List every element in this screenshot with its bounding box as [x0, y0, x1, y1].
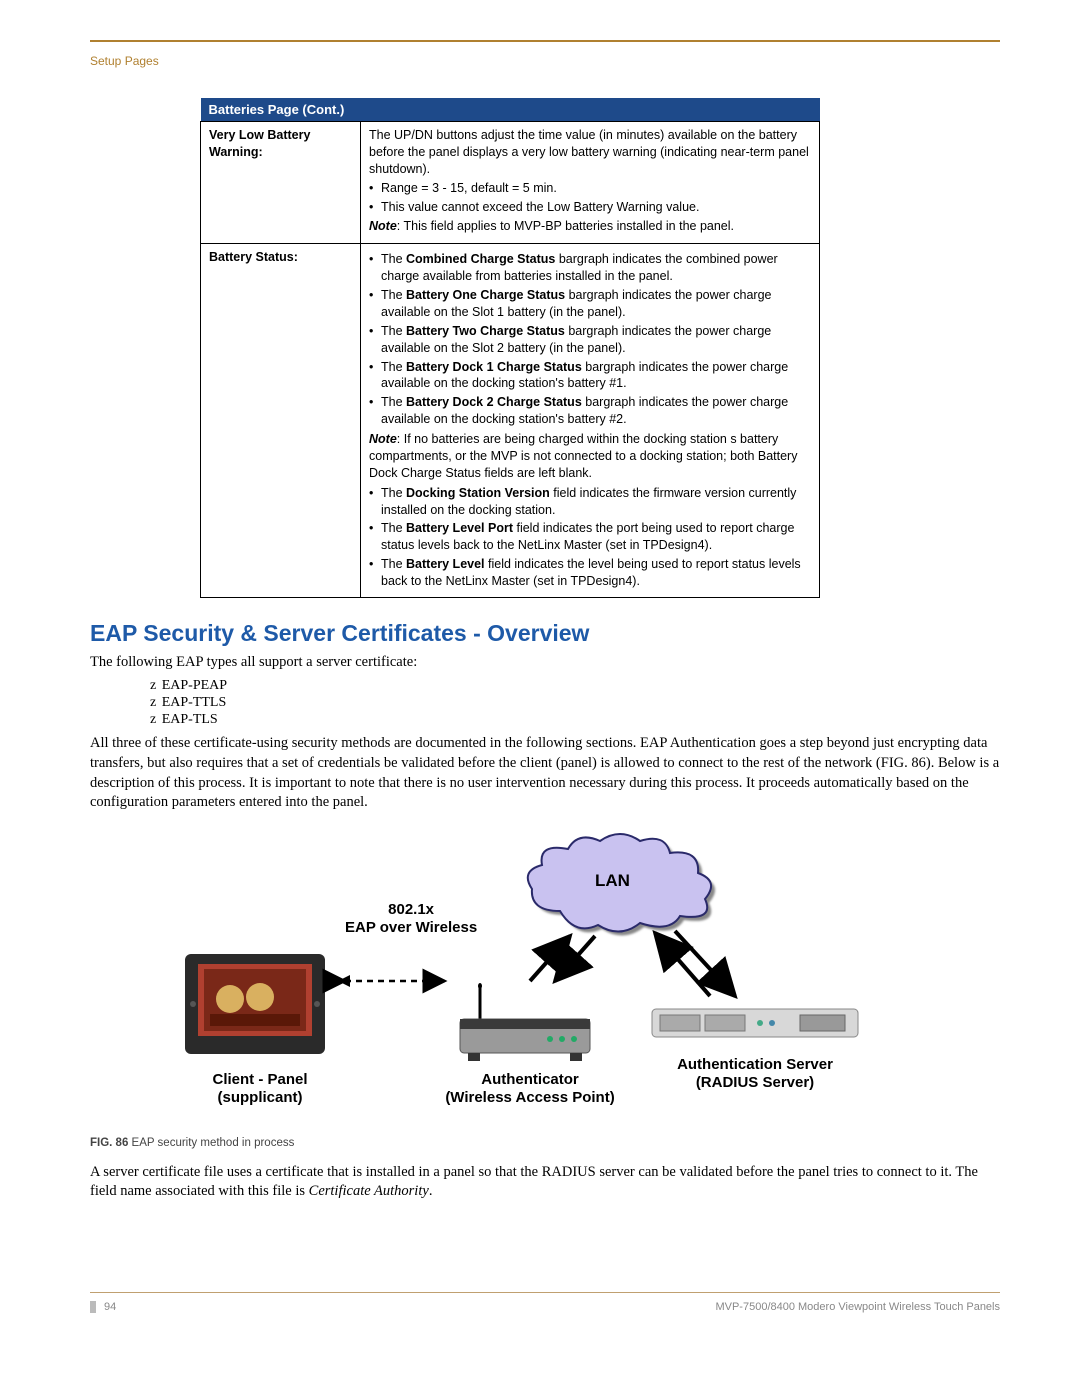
authenticator-label: Authenticator (Wireless Access Point): [430, 1071, 630, 1107]
note: Note: This field applies to MVP-BP batte…: [369, 218, 811, 235]
footer-title: MVP-7500/8400 Modero Viewpoint Wireless …: [715, 1301, 1000, 1313]
para3-pre: A server certificate file uses a certifi…: [90, 1164, 978, 1200]
eap-label-l1: 802.1x: [388, 901, 434, 918]
radius-server-icon: [650, 1001, 860, 1046]
page-number: 94: [90, 1301, 116, 1313]
row-label: Very Low Battery Warning:: [201, 122, 361, 244]
note-text: : If no batteries are being charged with…: [369, 432, 797, 480]
note: Note: If no batteries are being charged …: [369, 431, 811, 482]
client-l1: Client - Panel: [212, 1071, 307, 1088]
lan-label: LAN: [595, 871, 630, 891]
auth-l2: (Wireless Access Point): [445, 1089, 614, 1106]
eap-label-l2: EAP over Wireless: [345, 919, 477, 936]
access-point-icon: [450, 981, 600, 1066]
note-text: : This field applies to MVP-BP batteries…: [397, 219, 734, 233]
paragraph: All three of these certificate-using sec…: [90, 734, 1000, 812]
table-header: Batteries Page (Cont.): [201, 98, 820, 122]
row-intro: The UP/DN buttons adjust the time value …: [369, 127, 811, 178]
bullet: The Battery Two Charge Status bargraph i…: [369, 323, 811, 357]
bullet: The Battery Level field indicates the le…: [369, 556, 811, 590]
bullet: The Battery Dock 1 Charge Status bargrap…: [369, 359, 811, 393]
bullet: The Docking Station Version field indica…: [369, 485, 811, 519]
bullet: The Battery Level Port field indicates t…: [369, 520, 811, 554]
document-page: Setup Pages Batteries Page (Cont.) Very …: [0, 0, 1080, 1343]
client-label: Client - Panel (supplicant): [190, 1071, 330, 1107]
client-l2: (supplicant): [218, 1089, 303, 1106]
section-title: EAP Security & Server Certificates - Ove…: [90, 620, 1000, 647]
batteries-table: Batteries Page (Cont.) Very Low Battery …: [200, 98, 820, 598]
figure-caption: FIG. 86 EAP security method in process: [90, 1137, 1000, 1149]
eap-diagram: LAN 802.1x EAP over Wireless: [150, 831, 870, 1131]
srv-l2: (RADIUS Server): [696, 1074, 814, 1091]
table-row: Battery Status: The Combined Charge Stat…: [201, 244, 820, 598]
list-item: EAP-PEAP: [150, 678, 1000, 694]
bullet: The Combined Charge Status bargraph indi…: [369, 251, 811, 285]
figure-caption-text: EAP security method in process: [128, 1137, 294, 1149]
row-label: Battery Status:: [201, 244, 361, 598]
list-item: EAP-TLS: [150, 712, 1000, 728]
eap-label: 802.1x EAP over Wireless: [345, 901, 477, 937]
paragraph: The following EAP types all support a se…: [90, 653, 1000, 673]
eap-list: EAP-PEAPEAP-TTLSEAP-TLS: [150, 678, 1000, 728]
paragraph: A server certificate file uses a certifi…: [90, 1163, 1000, 1202]
table-row: Very Low Battery Warning: The UP/DN butt…: [201, 122, 820, 244]
bullet: The Battery One Charge Status bargraph i…: [369, 287, 811, 321]
figure-number: FIG. 86: [90, 1137, 128, 1149]
row-content: The Combined Charge Status bargraph indi…: [361, 244, 820, 598]
note-prefix: Note: [369, 432, 397, 446]
srv-l1: Authentication Server: [677, 1056, 833, 1073]
bullet: Range = 3 - 15, default = 5 min.: [369, 180, 811, 197]
list-item: EAP-TTLS: [150, 695, 1000, 711]
breadcrumb: Setup Pages: [90, 54, 1000, 68]
client-panel-icon: [180, 949, 330, 1059]
auth-l1: Authenticator: [481, 1071, 579, 1088]
bullet: This value cannot exceed the Low Battery…: [369, 199, 811, 216]
page-footer: 94 MVP-7500/8400 Modero Viewpoint Wirele…: [90, 1292, 1000, 1313]
row-content: The UP/DN buttons adjust the time value …: [361, 122, 820, 244]
note-prefix: Note: [369, 219, 397, 233]
para3-post: .: [429, 1183, 433, 1199]
top-rule: [90, 40, 1000, 42]
para3-ital: Certificate Authority: [309, 1183, 429, 1199]
bullet: The Battery Dock 2 Charge Status bargrap…: [369, 394, 811, 428]
server-label: Authentication Server (RADIUS Server): [650, 1056, 860, 1092]
